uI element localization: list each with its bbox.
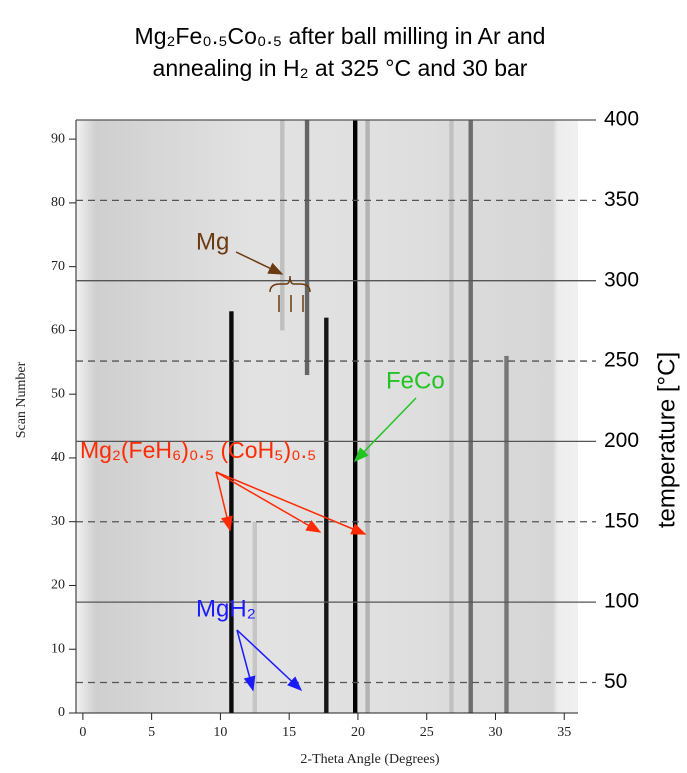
y2-tick-label: 150 [604,509,639,532]
y-tick-label: 80 [51,195,65,210]
peak [365,120,370,713]
peak [304,120,310,376]
peak [280,120,285,331]
y-tick-label: 50 [51,386,65,401]
arrow [235,251,284,275]
peak [449,120,454,713]
annotation: FeCo [386,367,445,394]
peak [352,120,358,713]
annotations: Mg FeCo Mg₂(FeH₆)₀.₅ (CoH₅)₀.₅ MgH₂ [80,228,445,692]
y2-tick-label: 250 [604,349,639,372]
y-tick-label: 20 [51,578,65,593]
y-axis-title: Scan Number [14,361,29,438]
y2-tick-label: 300 [604,268,639,291]
plot-area [76,120,578,713]
peak [468,120,473,713]
y-tick-label: 70 [51,259,65,274]
annotation: Mg [196,228,229,255]
brace-ticks [278,295,304,312]
y-tick-label: 30 [51,514,65,529]
peak [504,355,509,713]
chart-title: annealing in H₂ at 325 °C and 30 bar [153,55,528,81]
y2-tick-label: 50 [604,670,627,693]
x-tick-label: 10 [213,725,227,740]
y-tick-label: 60 [51,323,65,338]
peak [324,317,329,713]
arrow [215,471,322,533]
y-tick-label: 10 [51,641,65,656]
annotation: Mg₂(FeH₆)₀.₅ (CoH₅)₀.₅ [80,437,316,463]
y2-tick-label: 200 [604,429,639,452]
peak [252,521,257,713]
y-tick-label: 0 [58,705,65,720]
x-tick-label: 5 [148,725,155,740]
peak [229,311,234,713]
x-tick-label: 30 [488,725,502,740]
overlay: 0 5 10 15 20 25 30 3501020304050607080905010015… [51,108,639,741]
brace [269,275,311,293]
x-tick-label: 35 [557,725,571,740]
x-tick-label: 25 [420,725,434,740]
x-tick-label: 15 [282,725,296,740]
x-tick-label: 20 [351,725,365,740]
arrow [215,471,367,535]
annotation: MgH₂ [196,595,256,622]
x-axis-title: 2-Theta Angle (Degrees) [300,752,439,767]
arrow [215,471,233,532]
y2-axis-title: temperature [°C] [653,352,680,528]
y2-tick-label: 100 [604,590,639,613]
y-tick-label: 40 [51,450,65,465]
y2-tick-label: 400 [604,108,639,131]
y2-tick-label: 350 [604,188,639,211]
arrow [353,397,417,463]
y-tick-label: 90 [51,131,65,146]
chart-title: Mg₂Fe₀.₅Co₀.₅ after ball milling in Ar a… [135,23,546,49]
arrow [236,629,256,692]
arrow [236,629,303,692]
x-tick-label: 0 [79,725,86,740]
